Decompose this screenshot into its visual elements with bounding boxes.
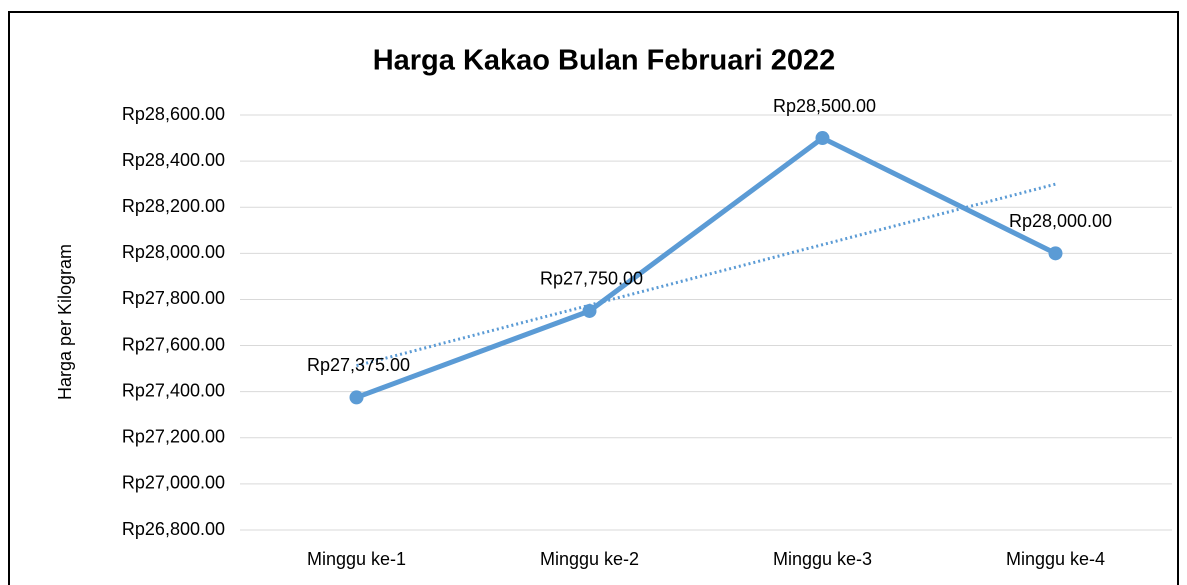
x-tick-label: Minggu ke-3 — [773, 549, 872, 569]
data-point — [1048, 246, 1063, 261]
chart-frame — [8, 11, 1179, 585]
data-point — [815, 131, 830, 146]
y-tick-label: Rp27,800.00 — [122, 288, 225, 308]
y-tick-label: Rp28,600.00 — [122, 104, 225, 124]
trendline — [356, 182, 1056, 368]
data-label: Rp27,750.00 — [540, 269, 643, 289]
data-point — [582, 303, 597, 318]
y-tick-label: Rp28,400.00 — [122, 150, 225, 170]
y-tick-label: Rp26,800.00 — [122, 519, 225, 539]
x-tick-label: Minggu ke-2 — [540, 549, 639, 569]
data-label: Rp28,500.00 — [773, 96, 876, 116]
data-point — [349, 390, 364, 405]
y-tick-label: Rp27,000.00 — [122, 473, 225, 493]
y-tick-label: Rp28,000.00 — [122, 242, 225, 262]
x-tick-label: Minggu ke-1 — [307, 549, 406, 569]
data-label: Rp28,000.00 — [1009, 211, 1112, 231]
y-tick-label: Rp27,600.00 — [122, 334, 225, 354]
y-tick-label: Rp27,200.00 — [122, 427, 225, 447]
y-tick-label: Rp27,400.00 — [122, 380, 225, 400]
data-line — [355, 135, 1057, 400]
y-axis-label: Harga per Kilogram — [55, 244, 75, 400]
chart-title: Harga Kakao Bulan Februari 2022 — [373, 45, 836, 77]
y-tick-label: Rp28,200.00 — [122, 196, 225, 216]
data-label: Rp27,375.00 — [307, 355, 410, 375]
x-tick-label: Minggu ke-4 — [1006, 549, 1105, 569]
